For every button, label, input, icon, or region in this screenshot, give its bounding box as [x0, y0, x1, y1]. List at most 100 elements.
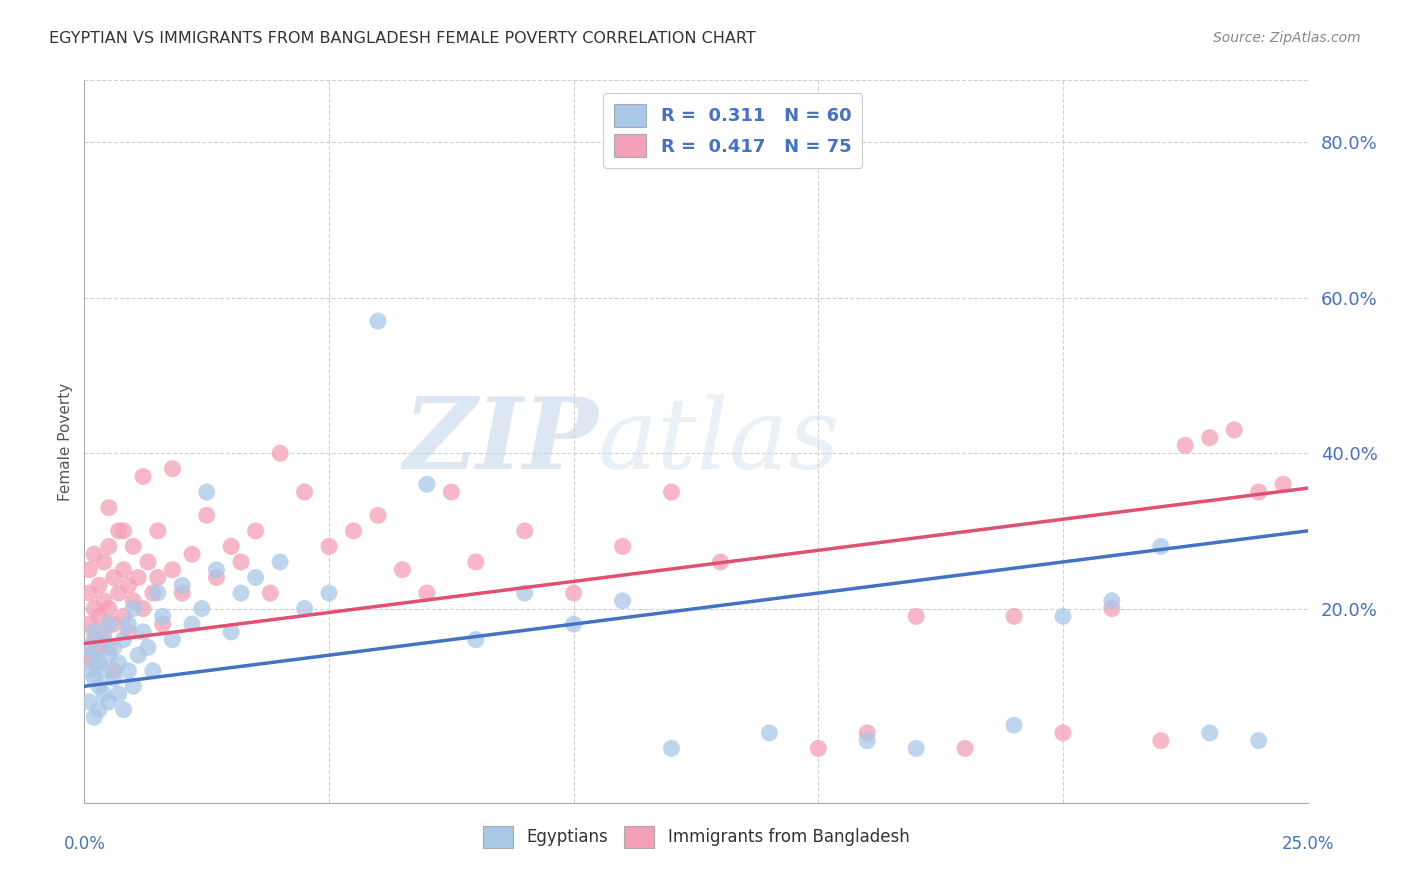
Point	[1101, 594, 1123, 608]
Point	[905, 741, 928, 756]
Point	[122, 601, 145, 615]
Point	[953, 741, 976, 756]
Point	[807, 741, 830, 756]
Text: 0.0%: 0.0%	[63, 835, 105, 854]
Point	[77, 648, 100, 663]
Point	[93, 687, 115, 701]
Point	[905, 609, 928, 624]
Text: 25.0%: 25.0%	[1281, 835, 1334, 854]
Point	[205, 570, 228, 584]
Point	[229, 555, 252, 569]
Point	[103, 617, 125, 632]
Point	[83, 624, 105, 639]
Point	[77, 586, 100, 600]
Point	[856, 733, 879, 747]
Point	[269, 555, 291, 569]
Point	[77, 640, 100, 655]
Point	[87, 578, 110, 592]
Point	[1150, 540, 1173, 554]
Point	[1247, 485, 1270, 500]
Point	[464, 632, 486, 647]
Point	[117, 617, 139, 632]
Point	[136, 640, 159, 655]
Point	[172, 586, 194, 600]
Point	[162, 632, 184, 647]
Text: EGYPTIAN VS IMMIGRANTS FROM BANGLADESH FEMALE POVERTY CORRELATION CHART: EGYPTIAN VS IMMIGRANTS FROM BANGLADESH F…	[49, 31, 756, 46]
Point	[152, 617, 174, 632]
Point	[77, 563, 100, 577]
Point	[97, 617, 120, 632]
Point	[152, 609, 174, 624]
Point	[83, 710, 105, 724]
Point	[612, 540, 634, 554]
Point	[142, 664, 165, 678]
Point	[562, 617, 585, 632]
Point	[367, 314, 389, 328]
Point	[77, 617, 100, 632]
Point	[93, 594, 115, 608]
Point	[219, 540, 242, 554]
Point	[122, 540, 145, 554]
Point	[1002, 718, 1025, 732]
Legend: Egyptians, Immigrants from Bangladesh: Egyptians, Immigrants from Bangladesh	[474, 818, 918, 856]
Point	[93, 664, 115, 678]
Point	[191, 601, 214, 615]
Point	[367, 508, 389, 523]
Point	[229, 586, 252, 600]
Y-axis label: Female Poverty: Female Poverty	[58, 383, 73, 500]
Point	[146, 524, 169, 538]
Point	[77, 664, 100, 678]
Point	[294, 601, 316, 615]
Point	[112, 702, 135, 716]
Point	[83, 601, 105, 615]
Point	[117, 578, 139, 592]
Point	[112, 563, 135, 577]
Point	[142, 586, 165, 600]
Point	[294, 485, 316, 500]
Point	[107, 524, 129, 538]
Point	[93, 624, 115, 639]
Point	[1223, 423, 1246, 437]
Point	[219, 624, 242, 639]
Point	[83, 632, 105, 647]
Point	[107, 687, 129, 701]
Point	[709, 555, 731, 569]
Point	[416, 477, 439, 491]
Point	[103, 570, 125, 584]
Point	[758, 726, 780, 740]
Point	[1272, 477, 1295, 491]
Point	[318, 540, 340, 554]
Point	[103, 664, 125, 678]
Point	[195, 485, 218, 500]
Point	[661, 485, 683, 500]
Point	[562, 586, 585, 600]
Point	[661, 741, 683, 756]
Point	[612, 594, 634, 608]
Point	[464, 555, 486, 569]
Point	[103, 640, 125, 655]
Point	[83, 672, 105, 686]
Point	[245, 524, 267, 538]
Point	[162, 461, 184, 475]
Point	[97, 640, 120, 655]
Text: atlas: atlas	[598, 394, 841, 489]
Point	[107, 586, 129, 600]
Point	[127, 648, 149, 663]
Point	[132, 601, 155, 615]
Point	[269, 446, 291, 460]
Point	[132, 469, 155, 483]
Point	[83, 648, 105, 663]
Point	[97, 601, 120, 615]
Point	[112, 632, 135, 647]
Point	[97, 500, 120, 515]
Point	[181, 617, 204, 632]
Text: Source: ZipAtlas.com: Source: ZipAtlas.com	[1213, 31, 1361, 45]
Point	[1052, 609, 1074, 624]
Point	[181, 547, 204, 561]
Point	[103, 672, 125, 686]
Point	[1002, 609, 1025, 624]
Point	[318, 586, 340, 600]
Point	[205, 563, 228, 577]
Point	[416, 586, 439, 600]
Point	[117, 624, 139, 639]
